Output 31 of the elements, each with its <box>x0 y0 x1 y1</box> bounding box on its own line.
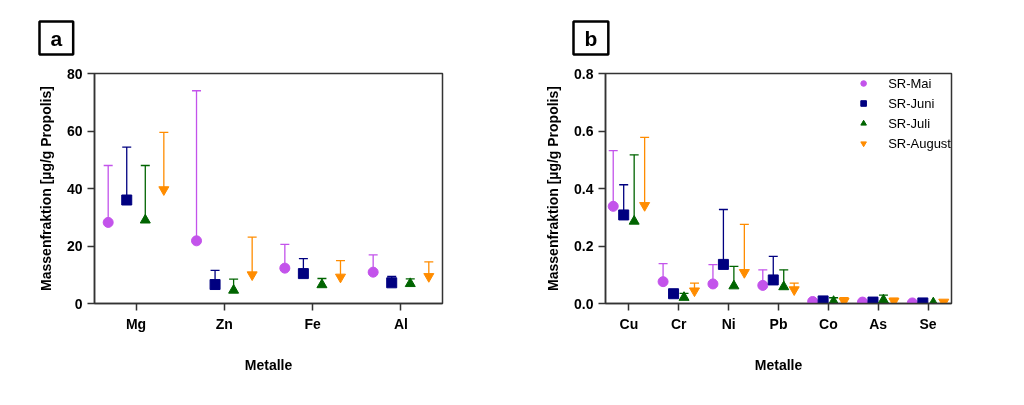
x-tick-label: Cu <box>619 315 639 332</box>
x-tick-label: Mg <box>125 315 147 332</box>
y-axis-title: Massenfraktion [µg/g Propolis] <box>545 86 562 291</box>
legend-label: SR-Juli <box>888 114 931 133</box>
x-tick-label: Al <box>393 315 408 332</box>
chart-title: a <box>50 26 63 50</box>
x-tick-label: Zn <box>215 315 233 332</box>
y-tick-label: 40 <box>66 180 83 197</box>
y-tick-label: 0.2 <box>574 238 594 254</box>
x-axis-title: Metalle <box>244 356 293 373</box>
chart-title: b <box>584 26 598 50</box>
y-tick-label: 0.6 <box>574 123 594 139</box>
x-tick-label: Co <box>819 315 838 332</box>
y-tick-label: 20 <box>66 238 83 254</box>
x-tick-label: Pb <box>769 315 788 332</box>
legend-label: SR-Mai <box>888 74 932 93</box>
x-tick-label: Cr <box>671 315 688 332</box>
y-tick-label: 60 <box>66 123 83 139</box>
x-tick-label: Fe <box>304 315 322 332</box>
x-axis-title: Metalle <box>754 356 803 373</box>
legend-label: SR-August <box>888 134 951 153</box>
y-tick-label: 0.0 <box>574 295 594 312</box>
y-tick-label: 0 <box>74 295 83 312</box>
legend-label: SR-Juni <box>888 94 935 113</box>
x-tick-label: Ni <box>721 315 736 332</box>
y-tick-label: 0.8 <box>574 65 594 82</box>
y-tick-label: 80 <box>66 65 83 82</box>
x-tick-label: Se <box>919 315 937 332</box>
y-axis-title: Massenfraktion [µg/g Propolis] <box>37 86 54 291</box>
y-tick-label: 0.4 <box>574 180 594 197</box>
x-tick-label: As <box>869 315 888 332</box>
